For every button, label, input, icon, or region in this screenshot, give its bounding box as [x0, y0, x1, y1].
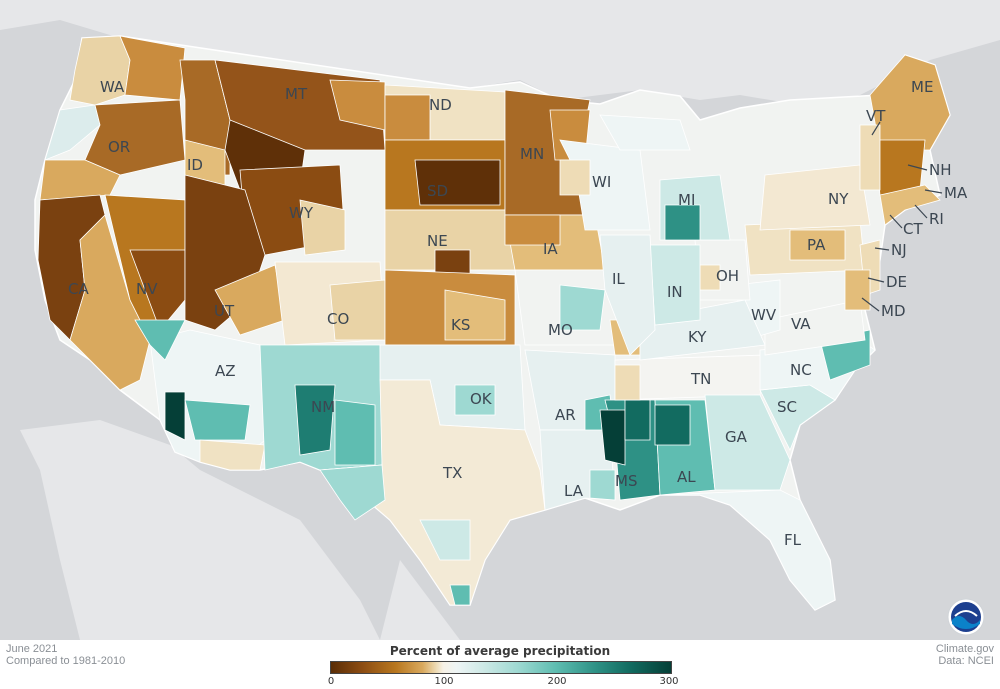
state-label-ia: IA [543, 240, 558, 258]
credit-data: Data: NCEI [938, 655, 994, 667]
state-label-or: OR [108, 138, 130, 156]
noaa-logo [947, 598, 985, 636]
state-label-in: IN [667, 283, 683, 301]
state-label-tn: TN [690, 370, 711, 388]
state-label-wi: WI [592, 173, 611, 191]
state-label-ne: NE [427, 232, 448, 250]
state-label-de: DE [886, 273, 907, 291]
state-label-ar: AR [555, 406, 576, 424]
state-label-nh: NH [929, 161, 952, 179]
state-labels: WA OR CA ID NV MT WY UT AZ CO NM ND SD N… [68, 78, 968, 549]
state-label-ok: OK [470, 390, 493, 408]
state-label-ky: KY [688, 328, 707, 346]
state-label-ks: KS [451, 316, 470, 334]
state-label-mi: MI [678, 191, 695, 209]
state-label-ms: MS [615, 472, 637, 490]
baseline-label: Compared to 1981-2010 [6, 655, 126, 667]
legend-title: Percent of average precipitation [389, 644, 611, 658]
period-label: June 2021 [6, 643, 58, 655]
state-label-co: CO [327, 310, 349, 328]
state-label-me: ME [911, 78, 933, 96]
state-label-va: VA [791, 315, 811, 333]
state-label-sd: SD [427, 182, 448, 200]
state-label-fl: FL [784, 531, 802, 549]
credit-site: Climate.gov [935, 643, 994, 655]
state-label-ca: CA [68, 280, 89, 298]
state-label-wa: WA [100, 78, 125, 96]
precipitation-map: WA OR CA ID NV MT WY UT AZ CO NM ND SD N… [0, 0, 1000, 640]
state-label-pa: PA [807, 236, 826, 254]
state-label-wv: WV [751, 306, 777, 324]
state-label-mo: MO [548, 321, 573, 339]
state-label-ga: GA [725, 428, 748, 446]
state-label-nc: NC [790, 361, 812, 379]
state-label-il: IL [612, 270, 625, 288]
state-label-wy: WY [289, 204, 314, 222]
state-label-mn: MN [520, 145, 544, 163]
state-label-ma: MA [944, 184, 968, 202]
state-label-nd: ND [429, 96, 452, 114]
legend-color-bar [330, 661, 672, 674]
state-label-ny: NY [828, 190, 849, 208]
legend-tick-200: 200 [547, 676, 567, 687]
state-label-az: AZ [215, 362, 236, 380]
label-leader-lines [861, 121, 943, 312]
state-label-ut: UT [214, 302, 235, 320]
state-label-nv: NV [136, 280, 158, 298]
state-label-oh: OH [716, 267, 739, 285]
state-label-la: LA [564, 482, 584, 500]
legend-tick-0: 0 [327, 676, 335, 687]
state-label-al: AL [677, 468, 696, 486]
state-label-mt: MT [285, 85, 308, 103]
surrounding-land [0, 0, 1000, 640]
state-label-nj: NJ [891, 241, 907, 259]
state-label-vt: VT [866, 107, 886, 125]
state-label-ct: CT [903, 220, 923, 238]
state-label-id: ID [187, 156, 203, 174]
precipitation-regions [37, 35, 951, 611]
state-label-md: MD [881, 302, 906, 320]
legend-tick-100: 100 [434, 676, 454, 687]
state-label-nm: NM [311, 398, 335, 416]
map-area: WA OR CA ID NV MT WY UT AZ CO NM ND SD N… [0, 0, 1000, 640]
state-label-tx: TX [442, 464, 462, 482]
legend-tick-300: 300 [659, 676, 679, 687]
state-label-ri: RI [929, 210, 944, 228]
state-label-sc: SC [777, 398, 797, 416]
